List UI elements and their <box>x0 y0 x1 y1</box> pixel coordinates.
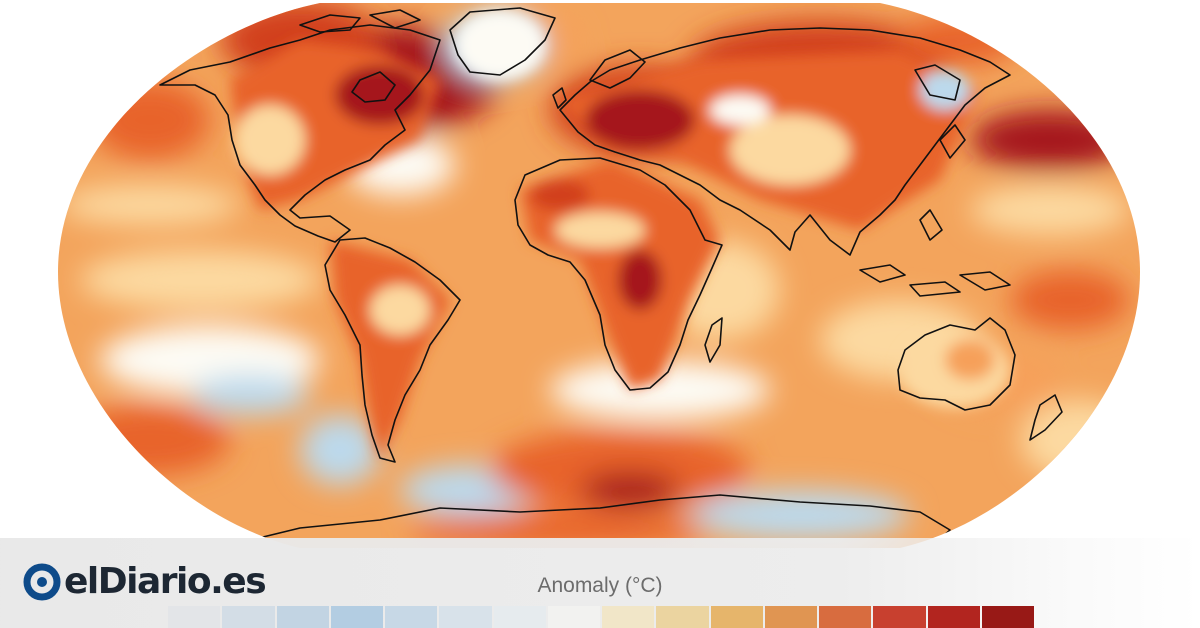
coastline-eurasia <box>559 27 1011 256</box>
legend-swatch <box>385 606 438 628</box>
legend-swatch <box>981 606 1034 628</box>
land-patch <box>920 70 970 110</box>
legend-swatch <box>330 606 383 628</box>
legend-swatch <box>819 606 872 628</box>
anomaly-patch <box>90 80 210 160</box>
legend-color-scale <box>168 606 1034 628</box>
land-patch <box>370 285 430 335</box>
anomaly-patch <box>550 360 770 420</box>
coastline-hudson-bay <box>351 71 396 103</box>
anomaly-patch <box>190 375 310 415</box>
land-patch <box>530 179 590 211</box>
anomaly-patch <box>690 490 910 540</box>
coastline-north-america <box>159 24 441 243</box>
anomaly-patch <box>970 185 1130 235</box>
coastline-uk <box>552 87 567 109</box>
coastline-scandinavia <box>589 49 646 89</box>
anomaly-patch <box>1010 270 1130 330</box>
brand-logo[interactable]: elDiario.es <box>22 560 267 604</box>
legend-swatch <box>710 606 763 628</box>
coastlines <box>159 7 1063 548</box>
coastline-greenland <box>449 7 556 76</box>
coastline-arctic-islands <box>299 9 421 33</box>
legend-swatch <box>656 606 709 628</box>
coastline-antarctica <box>229 494 951 548</box>
anomaly-patch <box>970 110 1130 170</box>
land-patch <box>710 95 770 125</box>
legend-swatch <box>222 606 275 628</box>
land-patch <box>555 212 645 248</box>
anomaly-patch <box>70 405 230 475</box>
legend-swatch <box>602 606 655 628</box>
coastline-new-zealand <box>1029 394 1063 441</box>
land-patch-greenland <box>455 10 545 80</box>
legend-swatch <box>439 606 492 628</box>
anomaly-patch <box>490 430 750 510</box>
legend-swatch <box>927 606 980 628</box>
coastline-indonesia <box>859 264 1011 297</box>
eldiario-logo-icon <box>23 563 61 601</box>
land-patch <box>618 250 662 310</box>
legend-swatch <box>168 606 221 628</box>
land-patch <box>585 90 695 150</box>
coastline-japan <box>939 124 966 159</box>
land-field <box>230 10 1010 460</box>
anomaly-patch <box>580 472 680 508</box>
legend-swatch <box>873 606 926 628</box>
legend-swatch <box>276 606 329 628</box>
coastline-africa <box>514 157 723 391</box>
land-patch <box>335 65 425 125</box>
anomaly-patch <box>60 185 240 225</box>
coastline-philippines <box>919 209 943 241</box>
legend-swatch <box>547 606 600 628</box>
land-patch <box>235 105 305 175</box>
coastline-south-america <box>324 237 461 463</box>
legend-title: Anomaly (°C) <box>537 574 663 597</box>
anomaly-patch <box>300 415 380 485</box>
anomaly-patch <box>80 250 320 310</box>
legend-swatch <box>493 606 546 628</box>
anomaly-patch <box>900 15 1020 65</box>
coastline-madagascar <box>704 317 723 363</box>
land-patch <box>945 340 995 380</box>
brand-name: elDiario.es <box>64 561 267 602</box>
land-patch <box>730 115 850 185</box>
legend-swatch <box>764 606 817 628</box>
coastline-australia <box>897 317 1016 411</box>
coastline-kamchatka <box>914 64 961 101</box>
